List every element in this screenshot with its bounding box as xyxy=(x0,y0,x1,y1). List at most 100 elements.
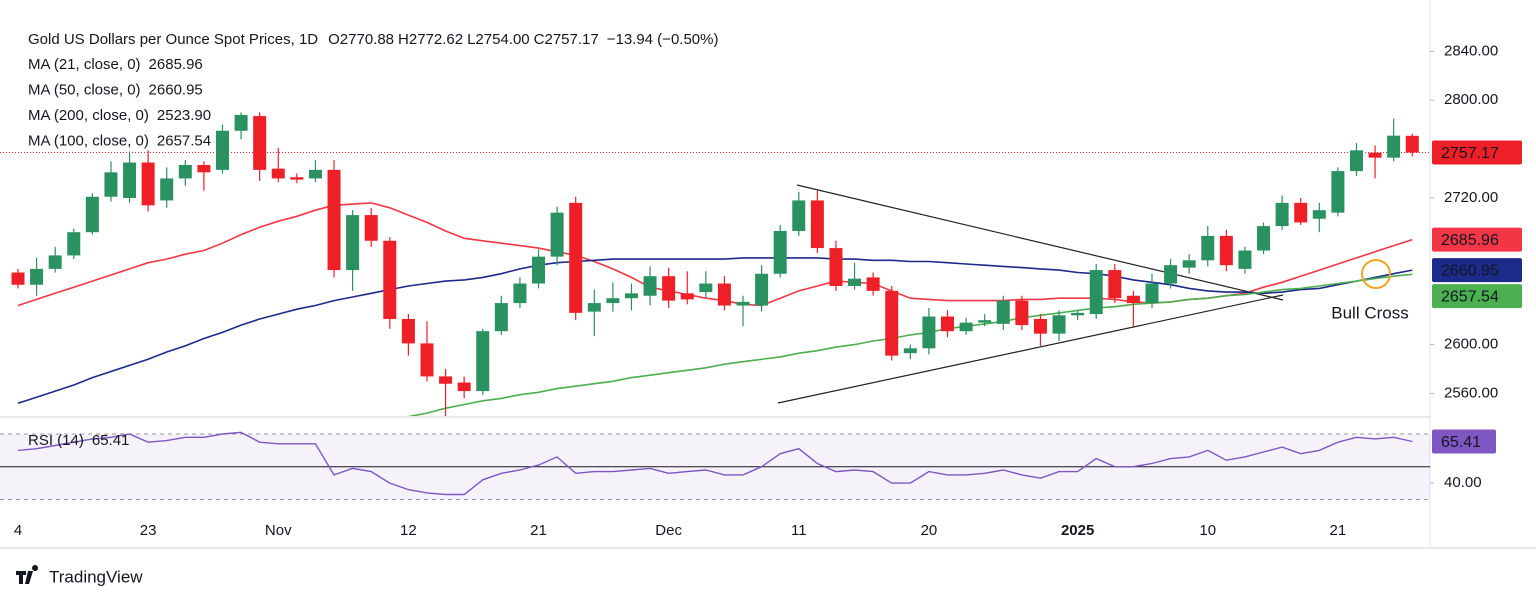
candle-body xyxy=(1275,202,1289,227)
candle-body xyxy=(680,293,694,300)
candle-body xyxy=(1015,300,1029,326)
price-badge xyxy=(1432,258,1522,283)
candle-body xyxy=(1312,210,1326,219)
x-tick-label: 10 xyxy=(1199,522,1216,539)
y-tick-label: 2560.00 xyxy=(1444,384,1498,401)
candle-body xyxy=(1071,312,1085,316)
candle-body xyxy=(1145,283,1159,304)
candle-body xyxy=(234,114,248,131)
candle-body xyxy=(420,343,434,377)
candle-body xyxy=(290,177,304,180)
price-badge xyxy=(1432,227,1522,252)
candle-body xyxy=(1033,318,1047,334)
legend-text: MA (21, close, 0) xyxy=(28,56,141,73)
legend-text: L2754.00 xyxy=(467,31,530,48)
candle-body xyxy=(67,232,81,256)
moving-average xyxy=(408,273,1413,416)
candle-body xyxy=(624,293,638,299)
candle-body xyxy=(1052,315,1066,334)
candle-body xyxy=(755,273,769,306)
candle-body xyxy=(1164,265,1178,284)
candle-body xyxy=(141,162,155,206)
candle-body xyxy=(457,382,471,392)
x-tick-label: 21 xyxy=(1330,522,1347,539)
candle-body xyxy=(606,298,620,304)
legend-text: 2657.54 xyxy=(157,132,211,149)
legend-text: H2772.62 xyxy=(398,31,463,48)
candle-body xyxy=(1219,235,1233,266)
y-tick-label: 2840.00 xyxy=(1444,42,1498,59)
rsi-badge xyxy=(1432,429,1496,454)
candle-body xyxy=(829,248,843,286)
candle-body xyxy=(978,320,992,323)
trendline xyxy=(777,294,1284,404)
rsi-line xyxy=(17,431,1413,496)
candle-body xyxy=(30,268,44,285)
price-badge-label: 2685.96 xyxy=(1441,232,1499,249)
candle-body xyxy=(1201,235,1215,261)
candle-body xyxy=(1368,152,1382,158)
price-badge-label: 2757.17 xyxy=(1441,145,1499,162)
candle-body xyxy=(643,276,657,296)
brand: TradingView xyxy=(49,567,143,586)
candle-body xyxy=(792,200,806,231)
candle-body xyxy=(996,300,1010,324)
candle-body xyxy=(178,164,192,179)
candle-body xyxy=(1089,270,1103,315)
price-badge-label: 2660.95 xyxy=(1441,262,1499,279)
candle-body xyxy=(550,212,564,257)
x-tick-label: Dec xyxy=(655,522,682,539)
y-tick-label: 40.00 xyxy=(1444,474,1482,491)
candle-body xyxy=(569,202,583,313)
x-tick-label: 4 xyxy=(14,522,22,539)
price-badge xyxy=(1432,140,1522,165)
candle-body xyxy=(271,168,285,179)
candle-body xyxy=(364,215,378,241)
trendline xyxy=(796,184,1284,301)
candle-body xyxy=(476,331,490,392)
overlay: 2560.00 2600.00 2720.00 2800.00 2840.00 40.00… xyxy=(14,31,1522,539)
legend-text: O2770.88 xyxy=(328,31,394,48)
x-tick-label: 11 xyxy=(791,522,807,539)
candle-body xyxy=(383,240,397,319)
x-tick-label: 12 xyxy=(400,522,417,539)
candle-body xyxy=(48,255,62,269)
candle-body xyxy=(513,283,527,304)
candle-body xyxy=(922,316,936,349)
price-pane xyxy=(0,112,1430,416)
candle-body xyxy=(1331,171,1345,213)
rsi-badge-label: 65.41 xyxy=(1441,434,1481,451)
legend-text: 65.41 xyxy=(92,432,130,449)
candle-body xyxy=(346,215,360,271)
candle-body xyxy=(885,290,899,356)
candle-body xyxy=(699,283,713,293)
candle-body xyxy=(123,162,137,198)
candle-body xyxy=(662,276,676,301)
candle-body xyxy=(104,172,118,197)
x-tick-label: Nov xyxy=(265,522,292,539)
candle-body xyxy=(1238,250,1252,269)
candle-body xyxy=(160,178,174,201)
legend-text: 2660.95 xyxy=(149,81,203,98)
candle-body xyxy=(736,301,750,306)
legend-text: 2523.90 xyxy=(157,107,211,124)
moving-average xyxy=(17,257,1413,405)
candle-body xyxy=(494,303,508,332)
candle-body xyxy=(532,256,546,284)
candle-body xyxy=(1126,295,1140,304)
legend-text: MA (100, close, 0) xyxy=(28,132,149,149)
annotation: Bull Cross xyxy=(1331,303,1408,322)
legend-text: Gold US Dollars per Ounce Spot Prices, 1… xyxy=(28,31,318,48)
candle-body xyxy=(959,322,973,332)
x-tick-label: 23 xyxy=(140,522,157,539)
candle-body xyxy=(1108,270,1122,299)
candle-body xyxy=(587,303,601,312)
x-tick-label: 21 xyxy=(530,522,547,539)
candle-body xyxy=(85,196,99,233)
candle-body xyxy=(1257,226,1271,251)
candle-body xyxy=(1349,150,1363,172)
legend-text: MA (200, close, 0) xyxy=(28,107,149,124)
candle-body xyxy=(717,283,731,306)
candle-body xyxy=(439,376,453,384)
